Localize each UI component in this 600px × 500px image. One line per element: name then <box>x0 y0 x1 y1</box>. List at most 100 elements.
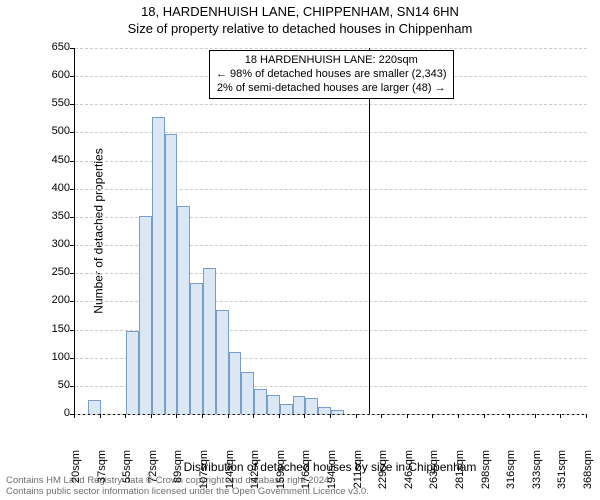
xtick-mark <box>304 414 305 418</box>
histogram-bar <box>318 407 331 414</box>
xtick-label: 333sqm <box>531 450 543 500</box>
histogram-bar <box>152 117 165 414</box>
xtick-mark <box>151 414 152 418</box>
ytick-label: 0 <box>30 407 70 419</box>
histogram-bar <box>203 268 216 414</box>
ytick-label: 300 <box>30 238 70 250</box>
ytick-mark <box>70 330 74 331</box>
xtick-label: 229sqm <box>377 450 389 500</box>
histogram-bar <box>190 283 203 414</box>
ytick-mark <box>70 189 74 190</box>
xtick-mark <box>586 414 587 418</box>
histogram-bar <box>229 352 242 414</box>
ytick-label: 100 <box>30 351 70 363</box>
ytick-label: 450 <box>30 154 70 166</box>
chart-title-line2: Size of property relative to detached ho… <box>0 21 600 36</box>
xtick-mark <box>279 414 280 418</box>
xtick-label: 72sqm <box>147 450 159 500</box>
ytick-mark <box>70 245 74 246</box>
histogram-bar <box>241 372 254 414</box>
xtick-label: 281sqm <box>454 450 466 500</box>
histogram-bar <box>88 400 101 414</box>
xtick-mark <box>407 414 408 418</box>
xtick-label: 89sqm <box>172 450 184 500</box>
xtick-mark <box>509 414 510 418</box>
ytick-mark <box>70 161 74 162</box>
ytick-label: 400 <box>30 182 70 194</box>
histogram-bar <box>216 310 229 414</box>
xtick-mark <box>100 414 101 418</box>
xtick-mark <box>74 414 75 418</box>
ytick-label: 550 <box>30 97 70 109</box>
xtick-label: 298sqm <box>480 450 492 500</box>
histogram-bar <box>331 410 344 415</box>
xtick-mark <box>356 414 357 418</box>
xtick-mark <box>228 414 229 418</box>
ytick-label: 500 <box>30 125 70 137</box>
xtick-label: 194sqm <box>326 450 338 500</box>
histogram-bar <box>139 216 152 414</box>
ytick-mark <box>70 76 74 77</box>
xtick-label: 159sqm <box>275 450 287 500</box>
ytick-label: 150 <box>30 323 70 335</box>
xtick-label: 211sqm <box>352 450 364 500</box>
xtick-mark <box>458 414 459 418</box>
histogram-bar <box>305 398 318 414</box>
plot-area <box>74 48 587 415</box>
annotation-line3: 2% of semi-detached houses are larger (4… <box>216 82 447 96</box>
ytick-label: 350 <box>30 210 70 222</box>
histogram-bar <box>267 395 280 414</box>
ytick-mark <box>70 48 74 49</box>
ytick-label: 50 <box>30 379 70 391</box>
ytick-mark <box>70 217 74 218</box>
chart-titles: 18, HARDENHUISH LANE, CHIPPENHAM, SN14 6… <box>0 4 600 36</box>
histogram-bar <box>165 134 178 414</box>
histogram-bar <box>177 206 190 414</box>
gridline <box>75 414 587 415</box>
ytick-mark <box>70 273 74 274</box>
xtick-mark <box>535 414 536 418</box>
histogram-bar <box>293 396 306 414</box>
histogram-bar <box>280 404 293 414</box>
xtick-mark <box>125 414 126 418</box>
xtick-label: 107sqm <box>198 450 210 500</box>
ytick-label: 600 <box>30 69 70 81</box>
ytick-mark <box>70 301 74 302</box>
xtick-mark <box>484 414 485 418</box>
histogram-bar <box>254 389 267 414</box>
annotation-line2: ← 98% of detached houses are smaller (2,… <box>216 68 447 82</box>
footer-attribution: Contains HM Land Registry data © Crown c… <box>6 476 369 498</box>
ytick-mark <box>70 132 74 133</box>
xtick-label: 246sqm <box>403 450 415 500</box>
xtick-mark <box>253 414 254 418</box>
footer-line2: Contains public sector information licen… <box>6 487 369 498</box>
xtick-label: 176sqm <box>300 450 312 500</box>
xtick-mark <box>202 414 203 418</box>
xtick-mark <box>560 414 561 418</box>
xtick-label: 124sqm <box>224 450 236 500</box>
xtick-label: 316sqm <box>505 450 517 500</box>
xtick-label: 55sqm <box>121 450 133 500</box>
xtick-label: 368sqm <box>582 450 594 500</box>
chart-container: 18, HARDENHUISH LANE, CHIPPENHAM, SN14 6… <box>0 0 600 500</box>
annotation-box: 18 HARDENHUISH LANE: 220sqm← 98% of deta… <box>209 50 454 99</box>
xtick-label: 20sqm <box>70 450 82 500</box>
marker-line <box>369 48 370 414</box>
xtick-mark <box>432 414 433 418</box>
xtick-mark <box>381 414 382 418</box>
histogram-bar <box>126 331 139 414</box>
xtick-label: 351sqm <box>556 450 568 500</box>
annotation-line1: 18 HARDENHUISH LANE: 220sqm <box>216 54 447 68</box>
ytick-label: 650 <box>30 41 70 53</box>
ytick-label: 250 <box>30 266 70 278</box>
ytick-label: 200 <box>30 294 70 306</box>
gridline <box>75 104 587 105</box>
ytick-mark <box>70 358 74 359</box>
ytick-mark <box>70 386 74 387</box>
xtick-label: 37sqm <box>96 450 108 500</box>
xtick-mark <box>330 414 331 418</box>
ytick-mark <box>70 104 74 105</box>
gridline <box>75 48 587 49</box>
xtick-label: 263sqm <box>428 450 440 500</box>
xtick-label: 142sqm <box>249 450 261 500</box>
